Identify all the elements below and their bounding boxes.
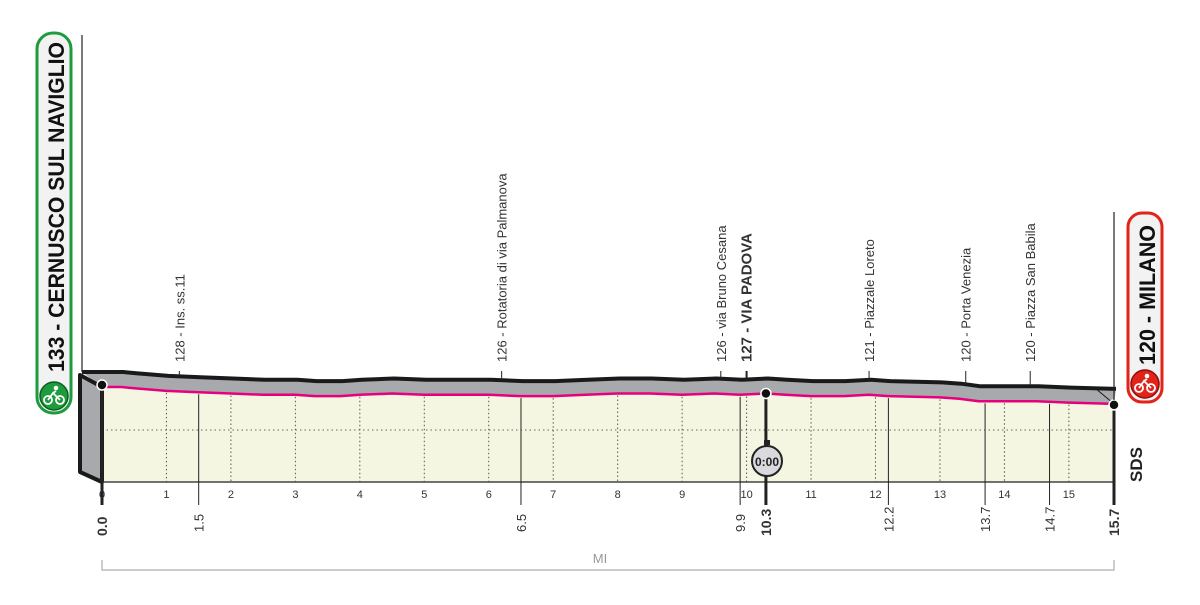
profile-left-side xyxy=(78,373,104,484)
waypoint-label: 120 - Piazza San Babila xyxy=(1023,222,1038,362)
distance-mark-label: 12.2 xyxy=(881,507,896,532)
start-label: 133 - CERNUSCO SUL NAVIGLIO xyxy=(44,42,69,372)
distance-mark-label: 15.7 xyxy=(1106,509,1122,536)
waypoint-label: 126 - via Bruno Cesana xyxy=(714,225,729,362)
x-tick-label: 10 xyxy=(740,489,752,501)
profile-face xyxy=(102,387,1114,482)
waypoint-label: 126 - Rotatoria di via Palmanova xyxy=(495,173,510,362)
waypoint-label: 120 - Porta Venezia xyxy=(959,247,974,362)
x-tick-label: 9 xyxy=(679,489,685,501)
x-tick-label: 12 xyxy=(869,489,881,501)
stopwatch-icon: 0:00 xyxy=(751,440,783,477)
profile-top-outline xyxy=(82,370,1117,391)
road-line xyxy=(102,385,1115,406)
x-tick-label: 1 xyxy=(163,489,169,501)
time-check-point xyxy=(760,387,772,400)
distance-mark-label: 0.0 xyxy=(94,516,110,536)
distance-mark-label: 6.5 xyxy=(514,514,529,532)
x-tick-label: 5 xyxy=(421,489,427,501)
time-check-label: 0:00 xyxy=(755,455,779,469)
x-tick-label: 3 xyxy=(292,489,298,501)
scale-label: MI xyxy=(593,551,607,566)
finish-point xyxy=(1108,399,1120,411)
x-tick-label: 11 xyxy=(805,489,816,501)
x-tick-label: 13 xyxy=(934,489,946,501)
x-tick-label: 8 xyxy=(615,489,621,501)
waypoint-label: 121 - Piazzale Loreto xyxy=(862,239,877,362)
finish-label: 120 - MILANO xyxy=(1135,225,1160,365)
distance-mark-label: 10.3 xyxy=(758,509,774,536)
cyclist-finish-icon xyxy=(1130,369,1160,399)
x-tick-label: 4 xyxy=(357,489,363,501)
x-tick-label: 0 xyxy=(99,489,105,501)
x-tick-label: 15 xyxy=(1063,489,1075,501)
x-tick-label: 6 xyxy=(486,489,492,501)
waypoint-label: 127 - VIA PADOVA xyxy=(739,233,756,362)
waypoint-label: 128 - Ins. ss.11 xyxy=(172,274,187,362)
x-tick-label: 14 xyxy=(998,489,1010,501)
x-tick-label: 7 xyxy=(550,489,556,501)
scale-bar: MI xyxy=(101,551,1115,571)
cyclist-start-icon xyxy=(39,381,69,411)
start-sign: 133 - CERNUSCO SUL NAVIGLIO xyxy=(35,31,83,415)
distance-mark-label: 1.5 xyxy=(192,514,207,532)
start-point xyxy=(96,379,108,391)
distance-mark-label: 9.9 xyxy=(733,514,748,532)
sds-logo: SDS xyxy=(1127,447,1146,482)
x-tick-label: 2 xyxy=(228,489,234,501)
distance-mark-label: 14.7 xyxy=(1043,507,1058,532)
distance-mark-label: 13.7 xyxy=(978,507,993,532)
finish-sign: 120 - MILANO xyxy=(1113,211,1164,404)
